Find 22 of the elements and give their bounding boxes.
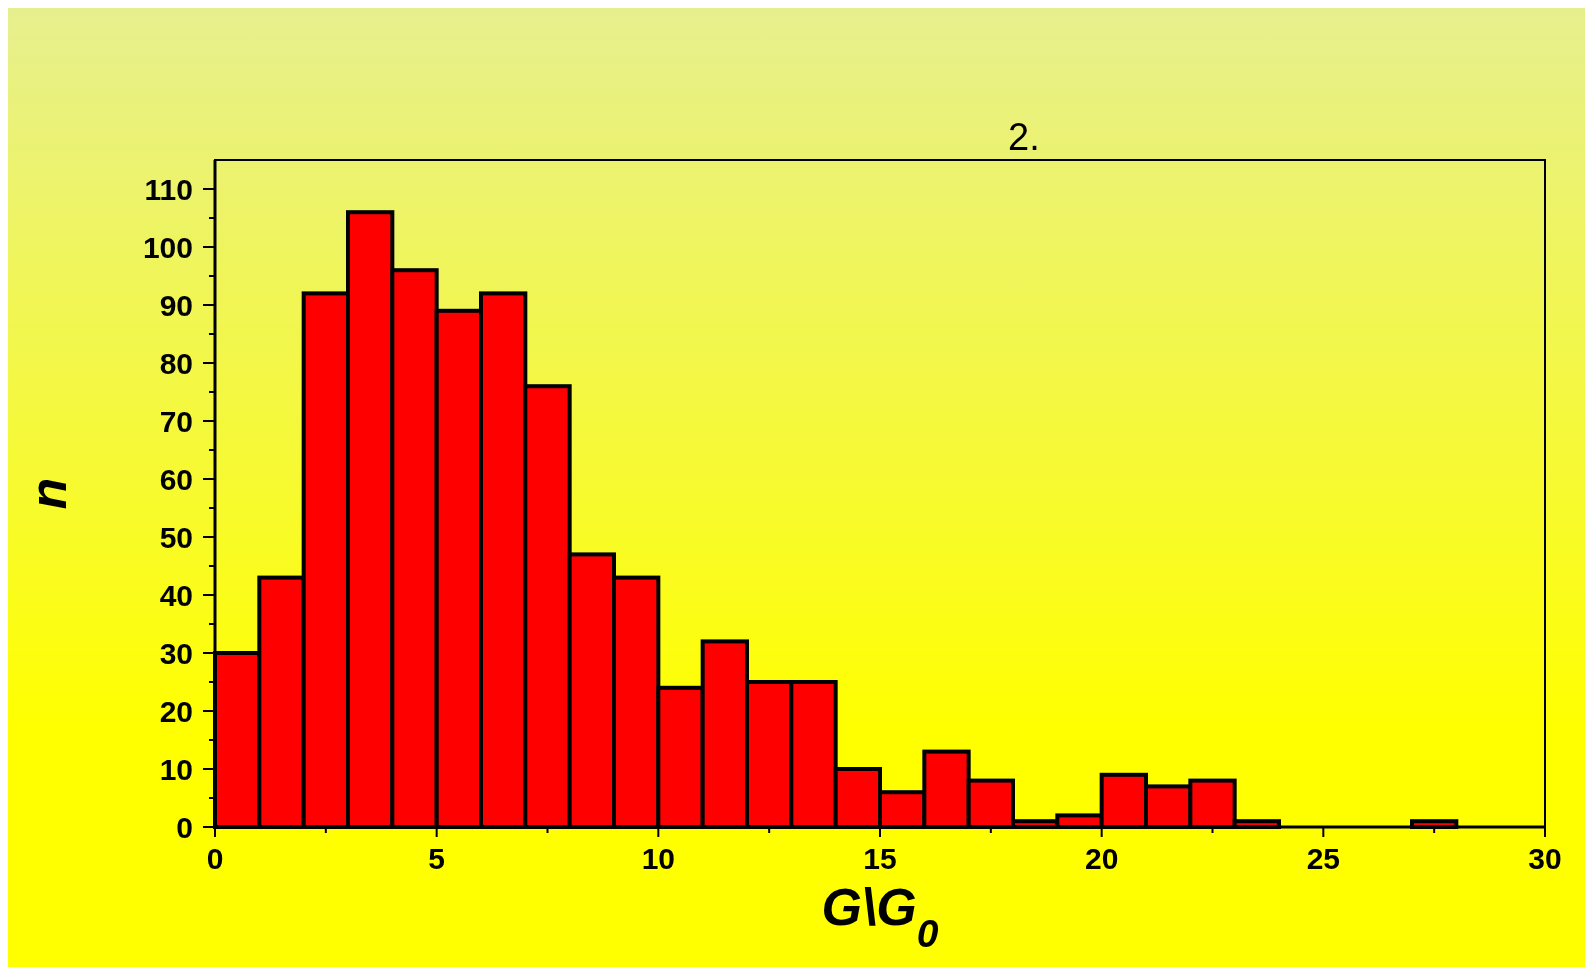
y-tick-label: 10 [159, 752, 193, 786]
y-tick-label: 60 [159, 462, 193, 496]
x-tick-label: 25 [1306, 842, 1341, 875]
x-tick-label: 10 [641, 842, 676, 875]
y-axis-title: n [19, 477, 77, 510]
y-tick-label: 110 [144, 172, 193, 206]
y-tick-label: 20 [159, 694, 193, 728]
x-tick-label: 20 [1084, 842, 1119, 875]
x-tick-label: 15 [863, 842, 897, 875]
x-tick-label: 5 [428, 842, 446, 875]
y-tick-label: 90 [159, 288, 193, 322]
y-tick-label: 100 [142, 230, 193, 264]
x-tick-label: 30 [1528, 842, 1562, 875]
y-tick-label: 30 [159, 636, 193, 670]
x-tick-label: 0 [206, 842, 224, 875]
x-axis-title: G\G$_{0}$ [821, 878, 939, 955]
y-tick-label: 80 [159, 346, 193, 380]
text: 2. [1008, 116, 1040, 158]
y-tick-label: 0 [176, 810, 193, 844]
y-tick-label: 50 [159, 520, 193, 554]
y-tick-label: 70 [159, 404, 193, 438]
y-tick-label: 40 [159, 578, 193, 612]
